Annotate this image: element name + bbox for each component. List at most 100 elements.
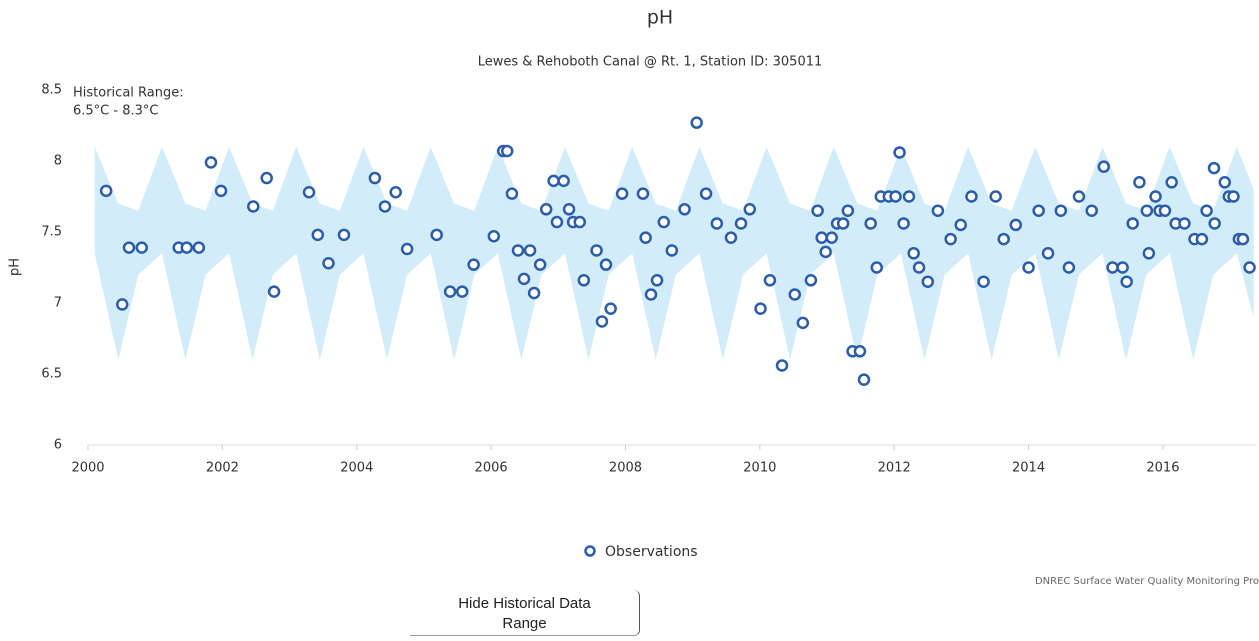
observation-point (944, 232, 957, 246)
observation-point (322, 256, 335, 270)
observation-point (505, 187, 519, 200)
observation-point (989, 190, 1002, 203)
observation-point (337, 228, 351, 242)
button-text: Range (502, 615, 547, 632)
observation-point (907, 247, 920, 260)
observation-point (977, 275, 990, 288)
observation-point (1236, 232, 1250, 246)
observation-point (889, 190, 902, 203)
observation-point (135, 241, 148, 254)
x-tick-label: 2008 (609, 461, 642, 476)
x-tick-label: 2014 (1012, 461, 1045, 476)
observation-point (577, 274, 591, 287)
observation-point (1085, 204, 1098, 217)
observation-point (1126, 217, 1139, 230)
observation-point (573, 215, 587, 229)
observation-point (931, 204, 945, 217)
y-tick-label: 8 (54, 154, 62, 169)
observation-point (523, 244, 537, 257)
observation-point (836, 217, 850, 230)
x-tick-label: 2004 (340, 461, 373, 476)
annotation: Historical Range: (73, 86, 184, 101)
observation-point (775, 359, 789, 372)
chart-subtitle: Lewes & Rehoboth Canal @ Rt. 1, Station … (478, 55, 823, 70)
observation-point (1149, 190, 1162, 203)
y-tick-label: 8.5 (41, 83, 62, 98)
observation-point (815, 231, 828, 244)
observation-point (467, 258, 480, 271)
observation-point (267, 285, 281, 298)
legend-marker (584, 545, 596, 557)
observation-point (517, 272, 531, 286)
observation-point (763, 274, 777, 287)
observation-point (921, 275, 935, 288)
observation-point (1072, 190, 1086, 203)
observation-point (1062, 261, 1076, 274)
observation-point (1158, 204, 1172, 217)
observation-point (1243, 261, 1256, 274)
observation-point (511, 244, 525, 257)
observation-point (122, 241, 136, 254)
observation-point (811, 204, 824, 217)
observation-point (389, 185, 402, 199)
observation-point (547, 174, 560, 188)
observation-point (260, 171, 273, 185)
observation-point (1142, 247, 1156, 260)
observation-point (870, 261, 883, 274)
observation-point (665, 244, 679, 257)
observation-point (1200, 204, 1213, 217)
observation-point (825, 231, 838, 244)
observation-point (368, 171, 382, 185)
observation-point (539, 203, 553, 216)
chart-title: pH (647, 7, 673, 29)
observation-point (1140, 204, 1154, 217)
x-tick-label: 2006 (475, 461, 508, 476)
observation-point (180, 241, 194, 254)
observation-point (857, 373, 871, 386)
observation-point (595, 315, 609, 328)
y-tick-label: 7.5 (41, 225, 62, 240)
observation-point (893, 146, 906, 159)
observation-point (455, 285, 469, 298)
chart: pH Lewes & Rehoboth Canal @ Rt. 1, Stati… (8, 7, 1259, 588)
observation-point (99, 184, 113, 198)
observation-point (562, 203, 576, 216)
observation-point (853, 345, 867, 358)
y-axis-label: pH (8, 258, 23, 276)
x-tick-label: 2002 (206, 461, 239, 476)
annotation: 6.5°C - 8.3°C (73, 104, 158, 119)
observation-point (1097, 160, 1111, 173)
observation-point (1178, 217, 1191, 230)
observation-point (1054, 204, 1068, 217)
observation-point (192, 241, 206, 254)
observation-point (997, 232, 1010, 246)
observation-point (378, 200, 392, 213)
observation-point (1207, 161, 1221, 175)
observation-point (604, 302, 617, 315)
observation-point (650, 274, 664, 287)
observation-point (819, 245, 832, 259)
x-tick-label: 2016 (1146, 461, 1179, 476)
observation-point (590, 244, 603, 257)
observation-point (204, 156, 218, 169)
observation-point (657, 215, 671, 229)
observation-point (1165, 176, 1178, 189)
observation-point (902, 190, 916, 203)
observation-point (400, 242, 414, 256)
observation-point (443, 285, 457, 298)
legend-label: Observations (605, 544, 698, 560)
observation-point (1227, 190, 1240, 203)
observation-point (897, 217, 910, 230)
toggle-button[interactable]: Hide Historical Data Range (410, 590, 640, 636)
observation-point (788, 288, 802, 301)
observation-point (636, 187, 650, 200)
observation-point (214, 184, 228, 198)
observation-point (1116, 261, 1129, 274)
observation-point (796, 316, 810, 330)
observation-point (678, 203, 691, 216)
y-tick-label: 6 (54, 438, 62, 453)
observation-point (1106, 261, 1119, 274)
observation-point (615, 187, 629, 200)
observation-point (557, 174, 570, 188)
